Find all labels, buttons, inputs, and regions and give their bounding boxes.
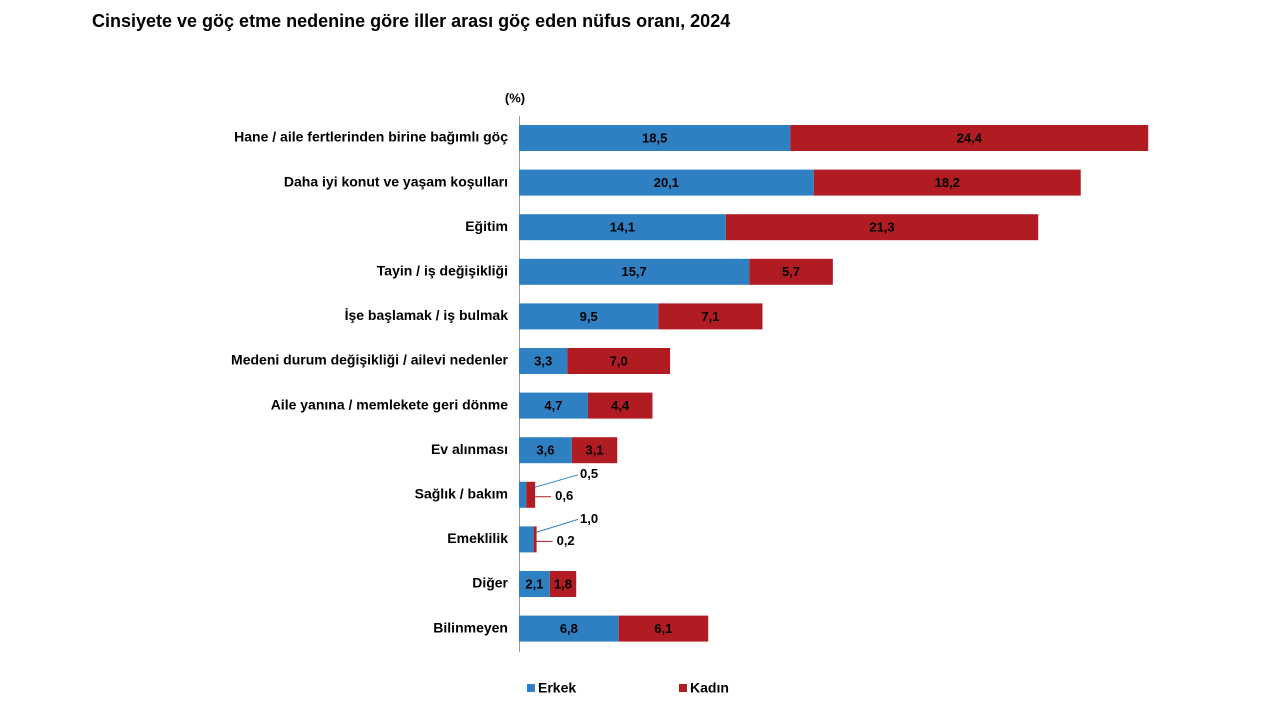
value-label: 9,5 xyxy=(580,309,598,324)
category-label: Bilinmeyen xyxy=(433,619,508,635)
category-label: Hane / aile fertlerinden birine bağımlı … xyxy=(234,129,508,145)
value-label: 20,1 xyxy=(654,175,679,190)
legend-label: Erkek xyxy=(538,680,576,696)
bar-segment xyxy=(519,437,572,464)
value-label: 4,7 xyxy=(544,398,562,413)
value-label: 1,8 xyxy=(554,576,572,591)
value-label: 4,4 xyxy=(611,398,630,413)
value-label: 21,3 xyxy=(869,220,894,235)
bar-segment xyxy=(533,526,537,553)
category-label: Sağlık / bakım xyxy=(415,486,508,502)
bar-segment xyxy=(519,258,750,285)
bar-segment xyxy=(587,392,653,419)
bar-segment xyxy=(519,615,619,642)
bar-segment xyxy=(519,481,527,508)
value-label: 0,6 xyxy=(555,488,573,503)
value-label: 14,1 xyxy=(610,220,635,235)
bar-segment xyxy=(790,125,1149,151)
category-label: İşe başlamak / iş bulmak xyxy=(345,307,509,323)
bar-segment xyxy=(519,571,550,597)
value-label: 5,7 xyxy=(782,264,800,279)
category-label: Daha iyi konut ve yaşam koşulları xyxy=(284,173,508,189)
category-label: Tayin / iş değişikliği xyxy=(377,263,508,279)
bar-segment xyxy=(567,348,671,374)
bar-segment xyxy=(618,615,709,642)
value-label: 18,2 xyxy=(935,175,960,190)
bar-segment xyxy=(549,571,577,597)
bar-segment xyxy=(658,303,763,330)
category-label: Medeni durum değişikliği / ailevi nedenl… xyxy=(231,352,509,368)
legend-swatch xyxy=(679,684,687,692)
category-label: Eğitim xyxy=(465,218,508,234)
value-label: 2,1 xyxy=(525,576,543,591)
value-label: 18,5 xyxy=(642,130,667,145)
bar-segment xyxy=(813,169,1081,196)
bar-segment xyxy=(725,214,1039,241)
value-label: 24,4 xyxy=(957,130,983,145)
value-label: 6,8 xyxy=(560,621,578,636)
category-label: Emeklilik xyxy=(447,530,508,546)
value-label: 7,0 xyxy=(610,353,628,368)
bar-segment xyxy=(519,125,791,151)
value-label: 3,1 xyxy=(585,443,603,458)
value-label: 0,2 xyxy=(557,533,575,548)
bar-segment xyxy=(519,214,726,241)
unit-label: (%) xyxy=(505,90,525,105)
bar-segment xyxy=(519,392,588,419)
bar-segment xyxy=(519,303,659,330)
value-label: 6,1 xyxy=(654,621,672,636)
legend-swatch xyxy=(527,684,535,692)
value-label: 3,6 xyxy=(536,443,554,458)
value-label: 7,1 xyxy=(701,309,719,324)
bar-segment xyxy=(519,348,568,374)
category-label: Diğer xyxy=(472,575,508,591)
value-label: 1,0 xyxy=(580,511,598,526)
category-label: Aile yanına / memlekete geri dönme xyxy=(271,396,509,412)
bar-segment xyxy=(571,437,618,464)
chart-title: Cinsiyete ve göç etme nedenine göre ille… xyxy=(92,11,730,31)
bar-segment xyxy=(749,258,833,285)
value-label: 0,5 xyxy=(580,466,598,481)
value-label: 15,7 xyxy=(621,264,646,279)
legend-label: Kadın xyxy=(690,680,729,696)
bar-segment xyxy=(519,169,814,196)
category-label: Ev alınması xyxy=(431,441,508,457)
bar-segment xyxy=(519,526,534,553)
value-label: 3,3 xyxy=(534,353,552,368)
bar-segment xyxy=(526,481,536,508)
